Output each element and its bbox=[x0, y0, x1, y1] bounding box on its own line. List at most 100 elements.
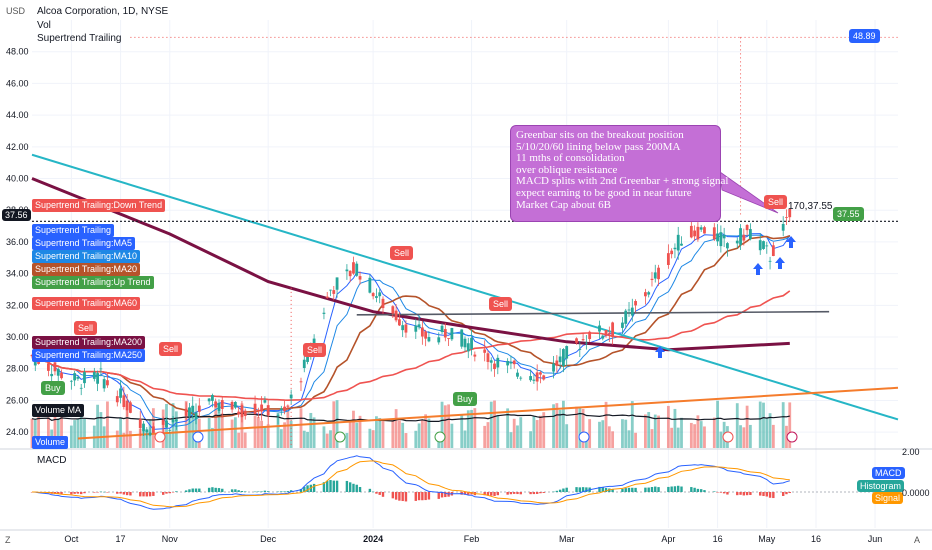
volume-bar bbox=[99, 412, 103, 448]
candle-body bbox=[519, 377, 523, 379]
note-line: over oblique resistance bbox=[516, 163, 618, 176]
volume-bar bbox=[355, 422, 359, 448]
candle-body bbox=[332, 290, 336, 294]
macd-histogram-bar bbox=[696, 488, 700, 492]
macd-histogram-bar bbox=[762, 492, 765, 497]
volume-bar bbox=[168, 432, 172, 448]
macd-histogram-bar bbox=[329, 480, 332, 492]
candle-body bbox=[460, 329, 464, 347]
macd-histogram-bar bbox=[716, 492, 719, 493]
volume-bar bbox=[748, 424, 752, 448]
macd-histogram-bar bbox=[368, 488, 372, 492]
candle-body bbox=[243, 410, 247, 416]
macd-histogram-bar bbox=[713, 491, 716, 492]
candle-body bbox=[145, 429, 149, 433]
candle-body bbox=[125, 400, 129, 411]
volume-bar bbox=[243, 432, 247, 448]
volume-bar bbox=[188, 407, 191, 448]
sell-signal: Sell bbox=[303, 343, 327, 357]
candle-body bbox=[699, 227, 703, 230]
macd-histogram-bar bbox=[211, 487, 214, 492]
volume-bar bbox=[289, 420, 293, 448]
macd-histogram-bar bbox=[286, 491, 290, 492]
volume-bar bbox=[279, 429, 283, 448]
volume-bar bbox=[558, 409, 562, 448]
candle-body bbox=[443, 329, 447, 338]
macd-histogram-bar bbox=[299, 488, 303, 492]
macd-histogram-bar bbox=[611, 489, 614, 492]
macd-histogram-bar bbox=[742, 492, 746, 496]
legend-volume-ma: Volume MA bbox=[32, 404, 85, 417]
y-tick-label: 46.00 bbox=[6, 78, 29, 88]
macd-histogram-bar bbox=[148, 492, 152, 497]
volume-bar bbox=[106, 401, 109, 448]
legend-supertrend: Supertrend Trailing bbox=[32, 224, 115, 237]
volume-bar bbox=[712, 417, 716, 448]
candle-body bbox=[447, 338, 450, 340]
event-marker-icon bbox=[786, 431, 798, 443]
macd-histogram-bar bbox=[171, 492, 175, 493]
candle-body bbox=[83, 372, 86, 384]
macd-histogram-bar bbox=[726, 492, 729, 495]
macd-histogram-bar bbox=[542, 492, 545, 493]
y-tick-label: 42.00 bbox=[6, 142, 29, 152]
volume-bar bbox=[555, 403, 559, 448]
macd-histogram-bar bbox=[772, 492, 775, 499]
candle-body bbox=[440, 325, 444, 332]
vol-label[interactable]: Vol bbox=[37, 20, 51, 31]
candle-body bbox=[552, 363, 555, 372]
candle-body bbox=[165, 420, 168, 428]
x-tick-label: Apr bbox=[661, 534, 675, 544]
volume-bar bbox=[788, 402, 792, 448]
volume-bar bbox=[470, 409, 473, 448]
volume-bar bbox=[214, 401, 218, 448]
candle-body bbox=[670, 250, 674, 255]
volume-bar bbox=[565, 424, 569, 448]
candle-body bbox=[47, 363, 50, 371]
macd-histogram-bar bbox=[125, 492, 129, 496]
candle-body bbox=[611, 322, 615, 337]
candle-body bbox=[79, 387, 83, 389]
macd-histogram-bar bbox=[490, 492, 493, 496]
candle-body bbox=[634, 301, 637, 306]
macd-histogram-bar bbox=[263, 490, 267, 492]
candle-body bbox=[739, 228, 742, 245]
volume-bar bbox=[673, 408, 677, 448]
volume-bar bbox=[414, 430, 418, 448]
candle-body bbox=[322, 312, 326, 314]
volume-bar bbox=[552, 404, 555, 448]
sell-signal: Sell bbox=[74, 321, 98, 335]
auto-scale-icon[interactable]: A bbox=[914, 535, 921, 545]
candle-body bbox=[299, 381, 303, 383]
macd-histogram-bar bbox=[535, 492, 539, 494]
macd-histogram-bar bbox=[188, 489, 191, 492]
candle-body bbox=[256, 409, 260, 412]
ma20-line bbox=[31, 234, 791, 418]
volume-bar bbox=[358, 415, 362, 448]
volume-bar bbox=[266, 424, 270, 448]
candle-body bbox=[378, 292, 382, 297]
timezone-icon[interactable]: Z bbox=[5, 535, 11, 545]
indicator-label[interactable]: Supertrend Trailing bbox=[37, 33, 122, 44]
candle-body bbox=[696, 226, 700, 240]
y-tick-label: 24.00 bbox=[6, 427, 29, 437]
volume-bar bbox=[60, 407, 63, 448]
candle-body bbox=[394, 310, 398, 321]
volume-bar bbox=[575, 406, 578, 448]
event-marker-icon bbox=[154, 431, 166, 443]
macd-histogram-bar bbox=[414, 492, 417, 501]
annotation-callout[interactable]: Greenbar sits on the breakout position 5… bbox=[510, 125, 728, 222]
macd-histogram-bar bbox=[332, 480, 335, 492]
candle-body bbox=[122, 395, 126, 407]
up-arrow-icon bbox=[655, 346, 665, 358]
signal-line bbox=[32, 460, 790, 508]
macd-histogram-bar bbox=[165, 492, 168, 494]
symbol-title[interactable]: Alcoa Corporation, 1D, NYSE bbox=[37, 6, 169, 17]
macd-title[interactable]: MACD bbox=[37, 455, 67, 466]
candle-body bbox=[414, 325, 418, 332]
macd-histogram-bar bbox=[562, 488, 565, 492]
volume-bar bbox=[509, 432, 513, 448]
volume-bar bbox=[483, 425, 487, 448]
x-tick-label: 2024 bbox=[363, 534, 383, 544]
